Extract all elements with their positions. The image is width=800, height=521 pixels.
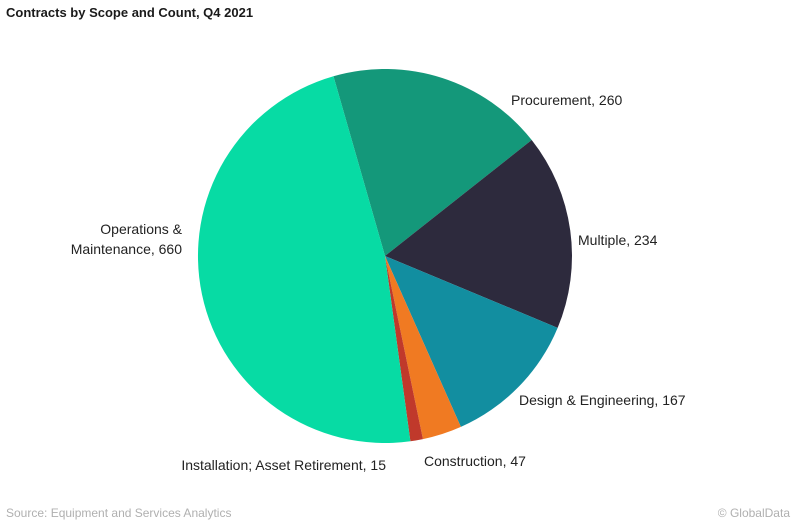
pie-slice-procurement (333, 68, 532, 256)
pie-labels: Procurement, 260 Multiple, 234 Design & En… (71, 92, 686, 473)
slice-label-design-engineering: Design & Engineering, 167 (519, 392, 686, 408)
slice-label-installation-asset-retirement: Installation; Asset Retirement, 15 (181, 457, 386, 473)
copyright-note: © GlobalData (717, 506, 790, 520)
slice-label-multiple: Multiple, 234 (578, 232, 658, 248)
slice-label-procurement: Procurement, 260 (511, 92, 622, 108)
pie-slice-installation-asset-retirement (385, 256, 423, 442)
pie-slices (197, 68, 572, 444)
pie-slice-operations-maintenance (197, 76, 411, 444)
slice-label-construction: Construction, 47 (424, 453, 526, 469)
pie-slice-construction (385, 256, 461, 440)
pie-slice-multiple (385, 140, 572, 328)
slice-label-operations-maintenance: Operations & Maintenance, 660 (71, 221, 183, 257)
chart-title: Contracts by Scope and Count, Q4 2021 (6, 5, 254, 20)
pie-slice-design-engineering (385, 256, 558, 427)
source-note: Source: Equipment and Services Analytics (6, 506, 232, 520)
